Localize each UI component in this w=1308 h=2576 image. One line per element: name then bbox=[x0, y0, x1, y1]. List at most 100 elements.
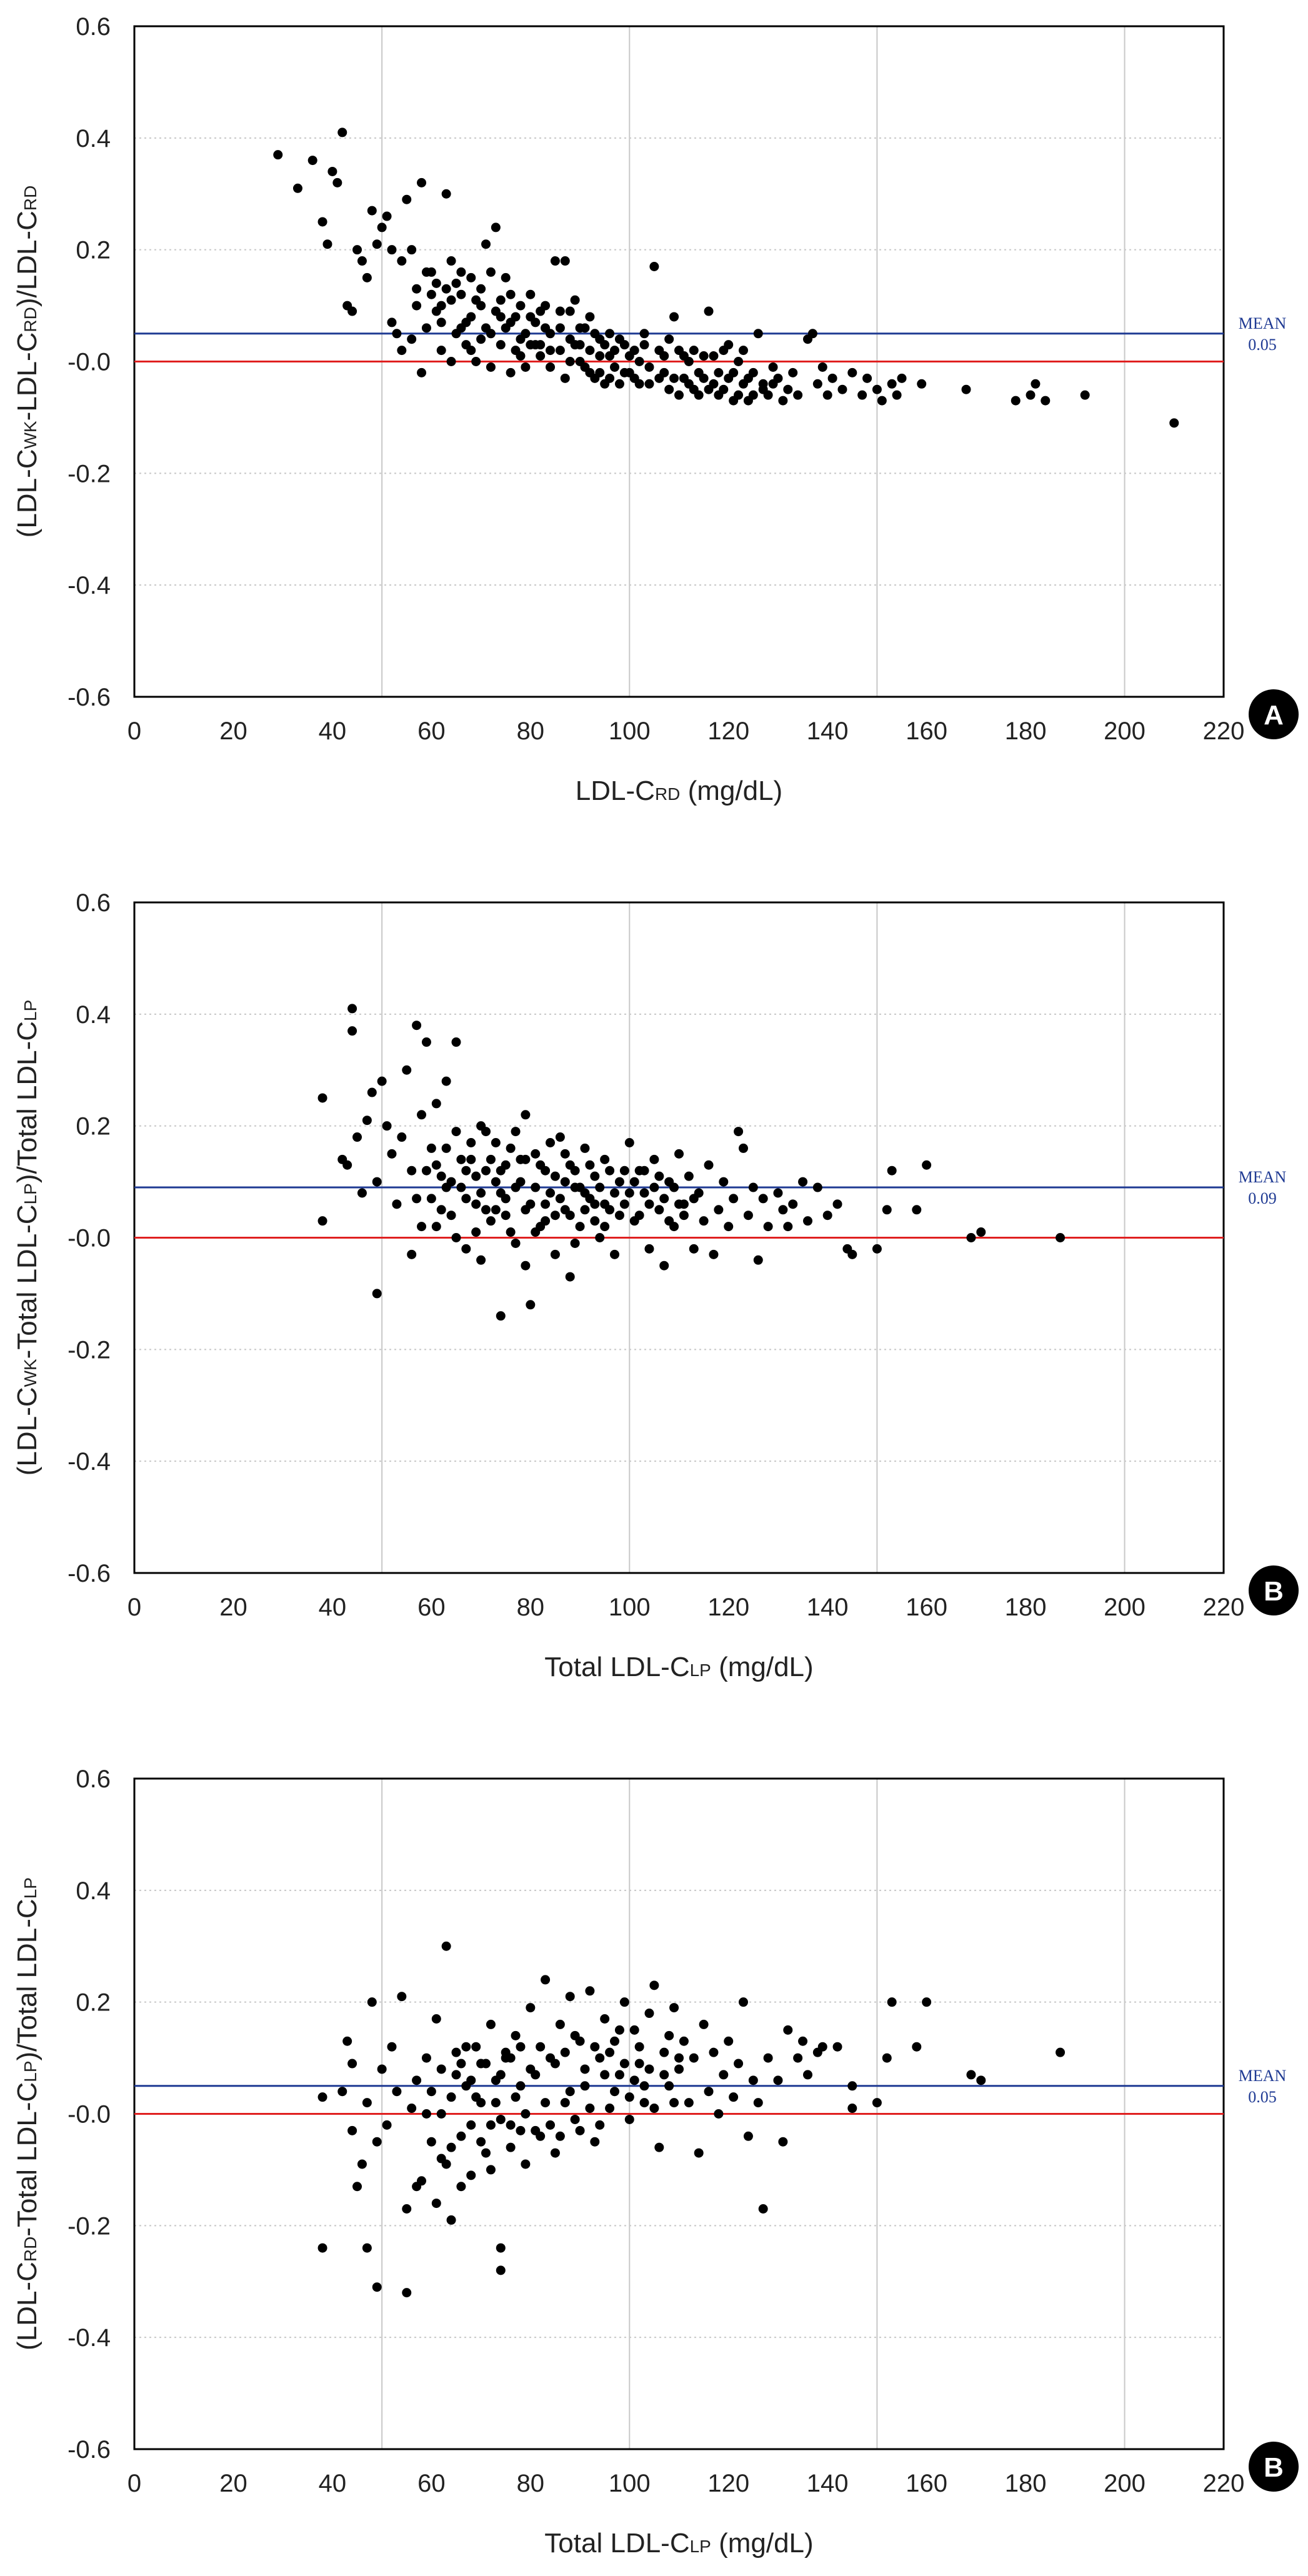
data-point bbox=[694, 2148, 704, 2158]
data-point bbox=[486, 362, 496, 372]
data-point bbox=[317, 217, 327, 227]
data-point bbox=[481, 1166, 491, 1176]
data-point bbox=[550, 1249, 560, 1259]
data-point bbox=[674, 1199, 684, 1209]
data-point bbox=[743, 1211, 753, 1221]
data-point bbox=[456, 2131, 466, 2141]
data-point bbox=[546, 1188, 556, 1198]
data-point bbox=[709, 1249, 719, 1259]
data-point bbox=[412, 2182, 422, 2192]
data-point bbox=[689, 1244, 699, 1254]
data-point bbox=[629, 1177, 639, 1187]
data-point bbox=[412, 301, 422, 311]
data-point bbox=[466, 2075, 476, 2085]
data-point bbox=[451, 2047, 461, 2057]
data-point bbox=[402, 2288, 412, 2298]
data-point bbox=[614, 1211, 624, 1221]
data-point bbox=[595, 2053, 605, 2063]
data-point bbox=[654, 1171, 664, 1181]
data-point bbox=[412, 1021, 422, 1031]
x-tick-label: 180 bbox=[1005, 2470, 1047, 2497]
data-point bbox=[912, 1205, 922, 1215]
y-tick-label: -0.2 bbox=[67, 460, 111, 487]
data-point bbox=[441, 1941, 451, 1951]
data-point bbox=[565, 357, 575, 366]
data-point bbox=[526, 340, 536, 350]
data-point bbox=[590, 2042, 600, 2052]
data-point bbox=[526, 2064, 536, 2074]
data-point bbox=[600, 2070, 610, 2080]
data-point bbox=[486, 2165, 496, 2175]
y-tick-label: -0.6 bbox=[67, 684, 111, 711]
data-point bbox=[724, 340, 734, 350]
data-point bbox=[436, 1205, 446, 1215]
data-point bbox=[629, 2025, 639, 2035]
data-point bbox=[476, 2137, 486, 2147]
data-point bbox=[788, 367, 798, 377]
data-point bbox=[446, 2142, 456, 2152]
data-point bbox=[536, 351, 546, 361]
data-point bbox=[372, 239, 382, 249]
data-point bbox=[372, 2137, 382, 2147]
x-tick-label: 220 bbox=[1203, 1594, 1245, 1621]
data-point bbox=[426, 289, 436, 299]
data-point bbox=[511, 1238, 521, 1248]
data-point bbox=[763, 2053, 773, 2063]
mean-label: MEAN bbox=[1239, 314, 1287, 332]
data-point bbox=[347, 306, 357, 316]
data-point bbox=[877, 396, 887, 406]
y-tick-label: -0.6 bbox=[67, 2436, 111, 2464]
data-point bbox=[466, 346, 476, 356]
data-point bbox=[644, 2064, 654, 2074]
data-point bbox=[382, 2120, 392, 2130]
data-point bbox=[372, 1289, 382, 1299]
data-point bbox=[307, 156, 317, 166]
data-point bbox=[570, 2114, 580, 2124]
data-point bbox=[634, 2042, 644, 2052]
data-point bbox=[778, 1205, 788, 1215]
data-point bbox=[887, 379, 897, 389]
data-point bbox=[619, 2059, 629, 2069]
data-point bbox=[382, 211, 392, 221]
data-point bbox=[431, 1222, 441, 1232]
data-point bbox=[521, 1261, 531, 1271]
data-point bbox=[555, 323, 565, 333]
data-point bbox=[659, 1261, 669, 1271]
data-point bbox=[496, 1311, 506, 1321]
x-tick-label: 0 bbox=[127, 1594, 141, 1621]
data-point bbox=[624, 2114, 634, 2124]
data-point bbox=[456, 2059, 466, 2069]
data-point bbox=[347, 1004, 357, 1014]
data-point bbox=[1026, 390, 1036, 400]
data-point bbox=[659, 2070, 669, 2080]
data-point bbox=[719, 2070, 729, 2080]
y-axis-label-subscript: RD bbox=[21, 2237, 40, 2262]
data-point bbox=[451, 1037, 461, 1047]
x-tick-label: 40 bbox=[319, 1594, 347, 1621]
x-axis-label: Total LDL-CLP (mg/dL) bbox=[544, 2528, 813, 2559]
data-point bbox=[590, 1199, 600, 1209]
data-point bbox=[491, 1137, 501, 1147]
x-tick-label: 80 bbox=[517, 1594, 545, 1621]
data-point bbox=[486, 2120, 496, 2130]
data-point bbox=[565, 1992, 575, 2002]
data-point bbox=[412, 284, 422, 294]
data-point bbox=[431, 1160, 441, 1170]
data-point bbox=[699, 373, 709, 383]
data-point bbox=[560, 2047, 570, 2057]
data-point bbox=[595, 351, 605, 361]
data-point bbox=[531, 1227, 541, 1237]
data-point bbox=[546, 1137, 556, 1147]
data-point bbox=[719, 1177, 729, 1187]
data-point bbox=[461, 2042, 471, 2052]
data-point bbox=[317, 2243, 327, 2253]
data-point bbox=[426, 1194, 436, 1204]
y-axis-label: (LDL-CWK-LDL-CRD)/LDL-CRD bbox=[12, 186, 42, 538]
data-point bbox=[649, 1154, 659, 1164]
data-point bbox=[431, 278, 441, 288]
mean-value: 0.05 bbox=[1248, 336, 1277, 354]
y-tick-label: 0.4 bbox=[76, 125, 111, 152]
data-point bbox=[471, 1227, 481, 1237]
data-point bbox=[555, 2019, 565, 2029]
data-point bbox=[892, 390, 902, 400]
